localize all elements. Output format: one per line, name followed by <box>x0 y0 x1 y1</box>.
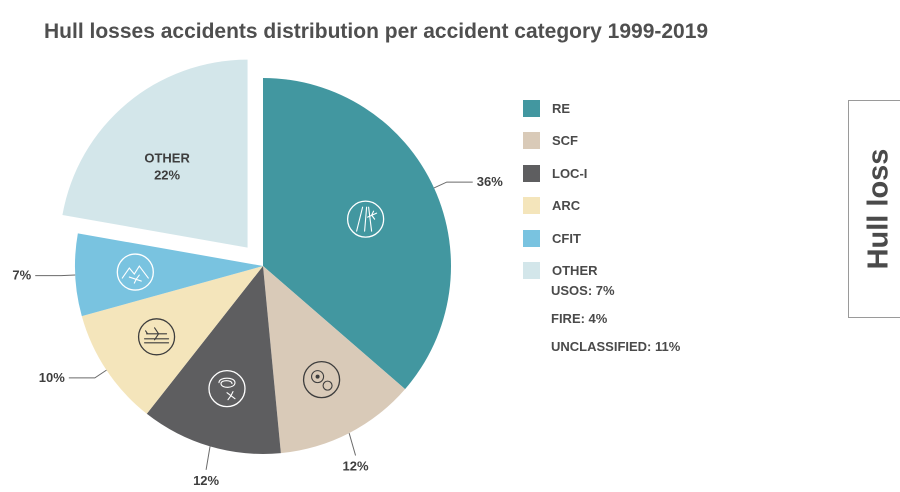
leader-line <box>68 369 107 379</box>
icon-ring <box>116 253 154 291</box>
other-breakdown-item: USOS: 7% <box>551 283 615 298</box>
other-breakdown-item: FIRE: 4% <box>551 311 608 326</box>
icon-stroke <box>121 265 149 279</box>
pie-slice-re <box>263 78 451 390</box>
icon-ring <box>208 370 246 408</box>
legend-swatch <box>523 262 540 280</box>
legend-swatch <box>523 197 540 215</box>
gear-icon <box>311 370 325 384</box>
gears-icon <box>302 360 341 399</box>
icon-ring <box>137 318 176 356</box>
slice-percent-label: 10% <box>39 370 65 385</box>
pie-slice-cfit <box>75 233 264 317</box>
legend-label: RE <box>552 100 571 116</box>
slice-percent-label: 36% <box>477 174 503 189</box>
legend-swatch <box>523 229 540 247</box>
gear-hub <box>315 374 320 379</box>
mountain-aircraft-icon <box>116 253 154 291</box>
legend-label: CFIT <box>552 230 581 246</box>
other-breakdown: USOS: 7% FIRE: 4% UNCLASSIFIED: 11% <box>551 282 680 366</box>
runway-excursion-icon <box>346 200 385 238</box>
leader-line <box>205 446 211 470</box>
legend-label: LOC-I <box>552 165 588 181</box>
leader-line <box>348 432 357 456</box>
hull-loss-tab[interactable]: Hull loss <box>848 100 900 318</box>
leader-line <box>35 274 76 277</box>
legend-label: OTHER <box>552 263 598 279</box>
legend-item: SCF <box>523 125 598 158</box>
pie-slice-scf <box>263 266 406 454</box>
leader-line <box>433 181 473 189</box>
legend-item: LOC-I <box>523 157 598 190</box>
gear-icon <box>322 380 333 391</box>
icon-stroke <box>218 377 236 388</box>
icon-stroke <box>128 274 142 284</box>
legend-label: ARC <box>552 198 581 214</box>
pie-slice-arc <box>81 266 264 414</box>
spiral-icon <box>208 370 246 408</box>
legend-item: ARC <box>523 190 598 223</box>
landing-aircraft-icon <box>137 318 176 356</box>
pie-slice-other <box>62 59 248 248</box>
slice-label-name: OTHER <box>144 150 190 165</box>
pie-chart: 36% 12% 12% 10% 7% OTHER 22% <box>12 59 503 488</box>
legend-swatch <box>523 99 540 117</box>
legend-swatch <box>523 164 540 182</box>
other-breakdown-item: UNCLASSIFIED: 11% <box>551 339 681 354</box>
legend-label: SCF <box>552 133 578 149</box>
legend: RE SCF LOC-I ARC CFIT OTHER <box>523 92 598 287</box>
slice-percent-label: 7% <box>12 268 31 283</box>
legend-item: CFIT <box>523 222 598 255</box>
slice-label-percent: 22% <box>154 167 180 182</box>
legend-item: OTHER <box>523 255 598 288</box>
icon-ring <box>302 360 341 399</box>
slice-percent-label: 12% <box>193 473 219 488</box>
icon-ring <box>346 200 385 238</box>
icon-stroke <box>356 206 373 232</box>
slice-percent-label: 12% <box>343 459 369 474</box>
chart-title: Hull losses accidents distribution per a… <box>44 20 709 43</box>
icon-stroke <box>226 391 236 401</box>
icon-stroke <box>367 210 378 220</box>
pie-slice-loc-i <box>146 266 281 454</box>
legend-item: RE <box>523 92 598 125</box>
icon-stroke <box>144 338 170 344</box>
icon-stroke <box>145 327 168 341</box>
legend-swatch <box>523 132 540 150</box>
hull-loss-tab-label: Hull loss <box>862 148 894 270</box>
